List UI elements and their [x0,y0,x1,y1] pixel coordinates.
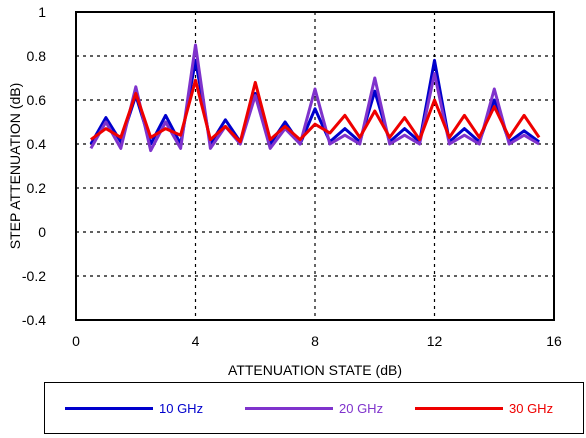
y-axis-label: STEP ATTENUATION (dB) [7,83,23,249]
y-tick-labels: -0.4 -0.2 0 0.2 0.4 0.6 0.8 1 [22,4,46,328]
plot-frame [75,11,555,321]
x-tick-label: 12 [427,333,443,349]
legend: 10 GHz 20 GHz 30 GHz [44,382,584,434]
y-tick-label: -0.2 [22,268,46,284]
legend-swatch-20ghz [245,406,333,410]
legend-swatch-30ghz [415,406,503,410]
step-attenuation-chart: 0 4 8 12 16 -0.4 -0.2 0 0.2 0.4 0.6 0.8 1 ATTENUATI… [7,4,562,378]
x-axis-label: ATTENUATION STATE (dB) [228,362,402,378]
grid-lines [76,12,554,320]
y-tick-label: 1 [38,4,46,20]
x-tick-label: 8 [311,333,319,349]
series-layer [89,43,541,153]
x-tick-labels: 0 4 8 12 16 [72,333,562,349]
y-tick-label: -0.4 [22,312,46,328]
series-line-30ghz [90,78,541,144]
legend-label-20ghz: 20 GHz [339,400,384,416]
legend-item-20ghz: 20 GHz [245,383,383,433]
x-tick-label: 0 [72,333,80,349]
legend-swatch-10ghz [65,406,153,410]
legend-label-30ghz: 30 GHz [509,400,554,416]
y-tick-label: 0 [38,224,46,240]
y-tick-label: 0.8 [27,48,47,64]
x-tick-label: 4 [192,333,200,349]
legend-label-10ghz: 10 GHz [159,400,204,416]
x-tick-label: 16 [546,333,562,349]
legend-item-30ghz: 30 GHz [415,383,553,433]
legend-item-10ghz: 10 GHz [65,383,203,433]
series-line-10ghz [89,58,540,146]
y-tick-label: 0.2 [27,180,47,196]
y-tick-label: 0.4 [27,136,47,152]
y-tick-label: 0.6 [27,92,47,108]
series-line-20ghz [89,43,540,153]
